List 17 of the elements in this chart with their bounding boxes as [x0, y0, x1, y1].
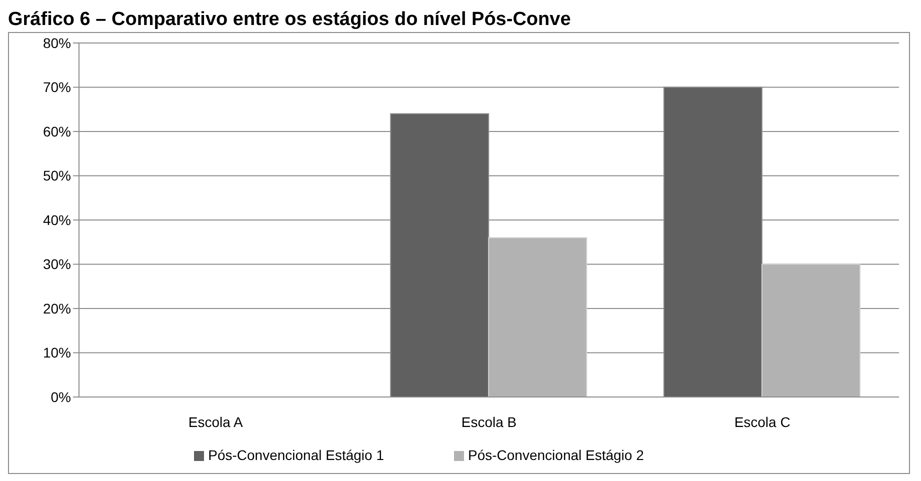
bar [761, 264, 860, 397]
y-tick-label: 60% [42, 123, 71, 140]
y-tick-label: 50% [42, 168, 71, 184]
y-tick-label: 80% [42, 34, 71, 51]
x-tick-label: Escola B [461, 414, 517, 430]
y-tick-label: 30% [42, 256, 71, 272]
y-tick-label: 40% [42, 212, 71, 228]
y-tick-label: 0% [50, 388, 71, 405]
x-tick-label: Escola A [188, 414, 244, 430]
legend-label: Pós-Convencional Estágio 2 [468, 447, 644, 463]
legend-label: Pós-Convencional Estágio 1 [208, 447, 384, 463]
x-tick-label: Escola C [734, 414, 790, 430]
bar [488, 237, 588, 397]
y-tick-label: 70% [42, 79, 71, 96]
chart-title: Gráfico 6 – Comparativo entre os estágios do nível Pós-Conve [8, 8, 572, 32]
y-tick-label: 20% [42, 300, 71, 316]
y-tick-label: 10% [42, 344, 71, 361]
